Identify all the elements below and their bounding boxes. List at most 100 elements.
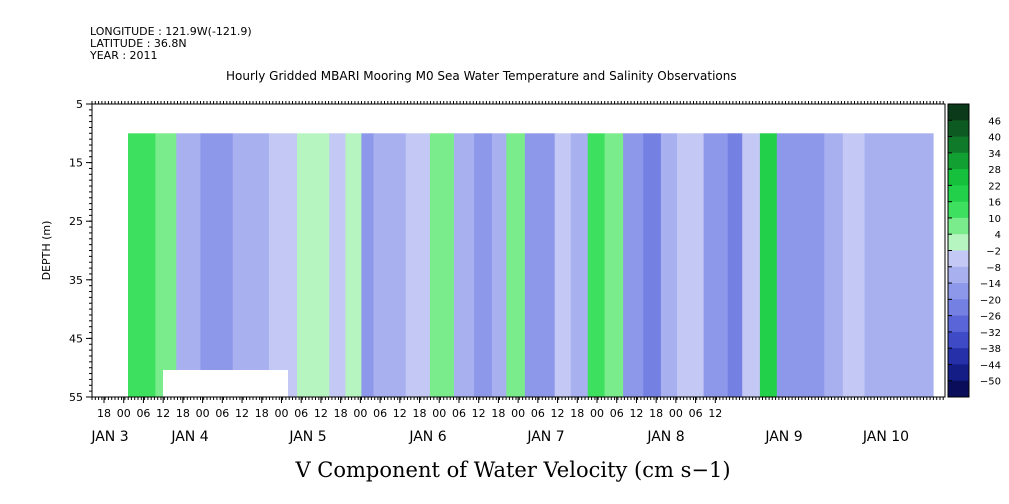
y-tick-label: 45 (69, 332, 83, 345)
heatmap-cell (643, 133, 662, 398)
heatmap-cell (538, 133, 556, 398)
x-day-label: JAN 8 (646, 429, 684, 445)
x-tick-label: 12 (156, 407, 170, 420)
colorbar-label: 22 (988, 181, 1001, 192)
colorbar-label: 16 (988, 198, 1001, 209)
heatmap-cell (373, 133, 391, 398)
x-tick-label: 12 (708, 407, 722, 420)
x-tick-label: 06 (452, 407, 466, 420)
x-tick-label: 06 (136, 407, 150, 420)
x-tick-label: 06 (531, 407, 545, 420)
x-tick-label: 12 (551, 407, 565, 420)
heatmap-cell (506, 133, 526, 398)
heatmap-cell (389, 133, 407, 398)
y-tick-label: 55 (69, 391, 83, 404)
heatmap-cell (677, 133, 691, 398)
colorbar-label: −44 (980, 360, 1001, 371)
x-tick-label: 12 (472, 407, 486, 420)
latitude-label: LATITUDE : 36.8N (90, 37, 187, 50)
heatmap-cell (474, 133, 493, 398)
colorbar-swatch (948, 348, 969, 365)
heatmap-cell (200, 133, 234, 398)
colorbar-label: −14 (980, 279, 1001, 290)
colorbar-swatch (948, 217, 969, 235)
colorbar-label: −2 (986, 247, 1001, 258)
colorbar-label: −38 (980, 344, 1001, 355)
x-tick-label: 06 (689, 407, 703, 420)
colorbar-label: −32 (980, 328, 1001, 339)
colorbar-swatch (948, 266, 969, 284)
colorbar-label: 4 (995, 230, 1001, 241)
colorbar-swatch (948, 299, 969, 317)
colorbar-label: 28 (988, 165, 1001, 176)
heatmap-cell (689, 133, 705, 398)
heatmap-cell (570, 133, 589, 398)
heatmap-cell (176, 133, 201, 398)
x-tick-label: 18 (570, 407, 584, 420)
x-day-label: JAN 7 (526, 429, 564, 445)
heatmap-cell (429, 133, 455, 398)
heatmap-cell (155, 133, 177, 398)
heatmap-cell (491, 133, 507, 398)
heatmap-cell (232, 133, 270, 398)
heatmap-cell (912, 133, 934, 398)
x-tick-label: 18 (255, 407, 269, 420)
colorbar-label: 34 (988, 149, 1001, 160)
colorbar-label: −8 (986, 263, 1001, 274)
heatmap-cell (297, 133, 330, 398)
colorbar-swatch (948, 283, 969, 300)
x-tick-label: 18 (491, 407, 505, 420)
heatmap-cell (824, 133, 844, 398)
colorbar-swatch (948, 331, 969, 349)
heatmap-cell (759, 133, 778, 398)
heatmap-cell (604, 133, 624, 398)
x-tick-label: 18 (413, 407, 427, 420)
y-axis-label: DEPTH (m) (40, 221, 53, 281)
x-day-label: JAN 9 (764, 429, 802, 445)
y-tick-label: 15 (69, 157, 83, 170)
heatmap-cell (345, 133, 363, 398)
heatmap-cell (842, 133, 866, 398)
x-tick-label: 12 (235, 407, 249, 420)
missing-data-block (163, 370, 288, 397)
x-tick-label: 12 (314, 407, 328, 420)
x-tick-label: 00 (117, 407, 131, 420)
x-day-label: JAN 5 (288, 429, 326, 445)
heatmap-cell (329, 133, 346, 398)
x-tick-label: 06 (610, 407, 624, 420)
x-tick-label: 06 (294, 407, 308, 420)
heatmap-cell (587, 133, 606, 398)
colorbar-swatch (948, 315, 969, 333)
colorbar-swatch (948, 201, 969, 219)
colorbar-swatch (948, 120, 969, 138)
year-label: YEAR : 2011 (90, 49, 158, 62)
heatmap-cell (268, 133, 298, 398)
x-tick-label: 18 (649, 407, 663, 420)
x-axis-caption: V Component of Water Velocity (cm s−1) (294, 458, 730, 482)
y-tick-label: 35 (69, 274, 83, 287)
x-tick-label: 06 (215, 407, 229, 420)
x-tick-label: 00 (353, 407, 367, 420)
x-tick-label: 00 (669, 407, 683, 420)
x-tick-label: 18 (176, 407, 190, 420)
colorbar-swatch (948, 169, 969, 186)
x-tick-label: 00 (274, 407, 288, 420)
heatmap-cell (742, 133, 761, 398)
x-tick-label: 00 (432, 407, 446, 420)
colorbar-swatch (948, 152, 969, 170)
x-tick-label: 18 (334, 407, 348, 420)
heatmap-cell (776, 133, 804, 398)
heatmap-cell (623, 133, 644, 398)
x-tick-label: 00 (511, 407, 525, 420)
colorbar-label: 40 (988, 133, 1001, 144)
x-tick-label: 00 (590, 407, 604, 420)
y-tick-label: 5 (76, 98, 83, 111)
colorbar-swatch (948, 185, 969, 203)
x-day-label: JAN 4 (170, 429, 208, 445)
colorbar-swatch (948, 364, 969, 382)
heatmap-cell (892, 133, 914, 398)
colorbar-swatch (948, 136, 969, 154)
colorbar-label: 46 (988, 116, 1001, 127)
heatmap-cell (524, 133, 540, 398)
